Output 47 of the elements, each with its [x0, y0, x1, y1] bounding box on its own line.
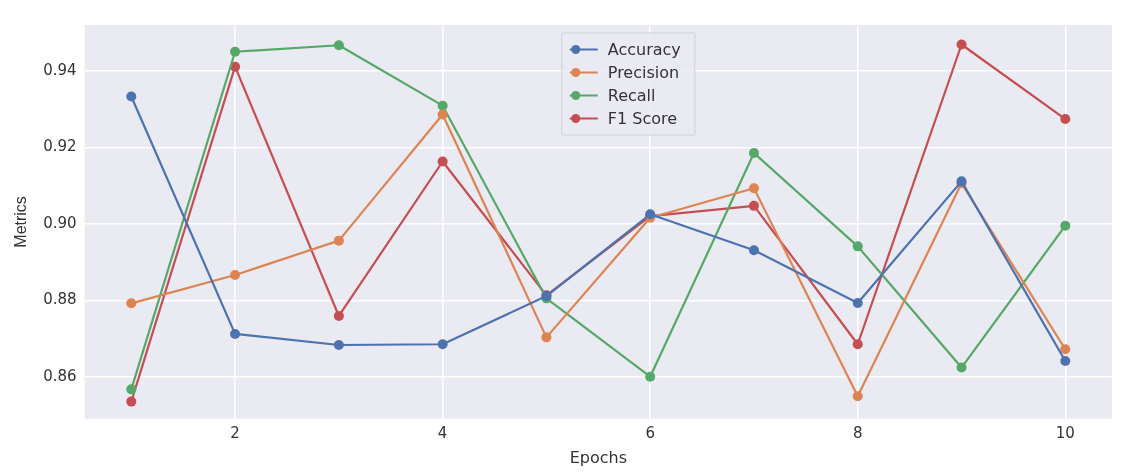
point	[1060, 114, 1071, 125]
point	[1060, 344, 1071, 355]
point	[437, 100, 448, 111]
y-tick-label: 0.90	[43, 213, 77, 232]
point	[748, 200, 759, 211]
legend-label: F1 Score	[607, 108, 678, 128]
point	[126, 396, 137, 407]
y-tick-label: 0.86	[43, 366, 77, 385]
x-tick-label: 2	[230, 423, 240, 442]
point	[1060, 356, 1071, 367]
point	[852, 297, 863, 308]
point	[126, 91, 137, 102]
point	[230, 328, 241, 339]
point	[437, 156, 448, 167]
y-axis-title: Metrics	[12, 196, 30, 248]
point	[126, 298, 137, 309]
point	[852, 339, 863, 350]
point	[748, 183, 759, 194]
point	[1060, 220, 1071, 231]
point	[333, 340, 344, 351]
point	[437, 339, 448, 350]
y-tick-label: 0.92	[43, 137, 77, 156]
legend-label: Accuracy	[607, 39, 681, 59]
y-tick-label: 0.94	[43, 60, 77, 79]
y-tick-label: 0.88	[43, 290, 77, 309]
point	[230, 270, 241, 281]
legend-label: Recall	[607, 85, 656, 105]
point	[852, 241, 863, 252]
point	[956, 362, 967, 373]
point	[333, 40, 344, 51]
point	[541, 332, 552, 343]
point	[956, 39, 967, 50]
point	[230, 46, 241, 57]
x-tick-label: 4	[437, 423, 448, 442]
point	[437, 109, 448, 120]
x-tick-label: 8	[852, 423, 863, 442]
x-tick-label: 10	[1055, 423, 1075, 442]
x-axis-title: Epochs	[569, 447, 627, 467]
legend-label: Precision	[607, 62, 680, 82]
point	[852, 391, 863, 402]
point	[126, 384, 137, 395]
point	[333, 235, 344, 246]
point	[748, 148, 759, 159]
point	[333, 310, 344, 321]
point	[748, 245, 759, 256]
point	[645, 371, 656, 382]
x-tick-label: 6	[645, 423, 655, 442]
